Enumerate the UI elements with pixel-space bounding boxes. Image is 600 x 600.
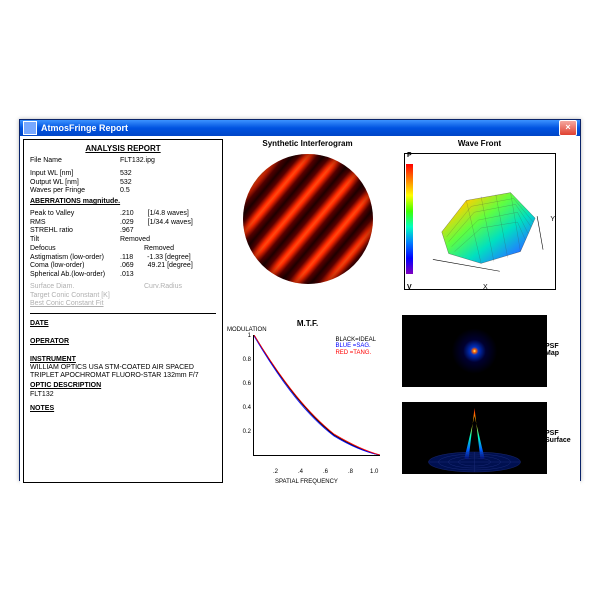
mtf-ytick: 0.6 — [239, 381, 251, 387]
coma-val: .069 — [120, 262, 134, 271]
date-header: DATE — [30, 320, 216, 329]
title-bar[interactable]: AtmosFringe Report × — [20, 120, 580, 136]
tilt-val: Removed — [120, 236, 150, 245]
mtf-xlabel: SPATIAL FREQUENCY — [275, 479, 338, 485]
best-fit: Best Conic Constant Fit — [30, 300, 216, 309]
output-wl: 532 — [120, 179, 132, 188]
pv-val: .210 — [120, 210, 134, 219]
wavefront-colorbar — [406, 164, 413, 274]
legend-red: RED =TANG. — [335, 350, 376, 356]
wf-P-label: P — [407, 152, 412, 159]
surf-diam: Surface Diam. — [30, 283, 120, 292]
wf-Y-label: Y — [550, 216, 555, 223]
rms-val: .029 — [120, 219, 134, 228]
wavefront-box: P V X Y — [404, 153, 556, 290]
wpf-label: Waves per Fringe — [30, 187, 120, 196]
psf-map-image — [402, 315, 547, 387]
window-title: AtmosFringe Report — [41, 123, 128, 133]
psf-surface-image — [402, 402, 547, 474]
mtf-xtick: 1.0 — [370, 469, 378, 475]
notes-header: NOTES — [30, 405, 216, 414]
close-icon[interactable]: × — [559, 120, 577, 136]
report-title: ANALYSIS REPORT — [30, 144, 216, 154]
psf-column: PSF Map — [392, 313, 567, 483]
mtf-ytick: 0.2 — [239, 429, 251, 435]
instrument-val: WILLIAM OPTICS USA STM-COATED AIR SPACED… — [30, 364, 216, 380]
input-wl-label: Input WL [nm] — [30, 170, 120, 179]
mtf-xtick: .6 — [323, 469, 328, 475]
psf-surface-label: PSF Surface — [545, 430, 567, 445]
mtf-xtick: .2 — [273, 469, 278, 475]
legend-blue: BLUE =SAG. — [335, 343, 376, 349]
interferogram-image — [243, 154, 373, 284]
wpf: 0.5 — [120, 187, 130, 196]
defocus-val: Removed — [144, 245, 174, 254]
coma-note: 49.21 [degree] — [148, 262, 193, 271]
coma-label: Coma (low-order) — [30, 262, 120, 271]
spher-val: .013 — [120, 271, 134, 280]
file-name: FLT132.ipg — [120, 157, 155, 166]
strehl-val: .967 — [120, 227, 134, 236]
wavefront-panel: Wave Front P V X Y — [392, 139, 567, 311]
aberr-header: ABERRATIONS magnitude. — [30, 198, 216, 207]
file-name-label: File Name — [30, 157, 120, 166]
mtf-ytick: 0.8 — [239, 357, 251, 363]
instrument-header: INSTRUMENT — [30, 356, 216, 365]
wf-X-label: X — [483, 284, 488, 291]
optic-desc-header: OPTIC DESCRIPTION — [30, 382, 216, 391]
wavefront-title: Wave Front — [392, 139, 567, 148]
pv-label: Peak to Valley — [30, 210, 120, 219]
curv-radius: Curv.Radius — [144, 283, 182, 292]
interferogram-panel: Synthetic Interferogram — [225, 139, 390, 311]
spher-label: Spherical Ab.(low-order) — [30, 271, 120, 280]
pv-note: [1/4.8 waves] — [148, 210, 189, 219]
output-wl-label: Output WL [nm] — [30, 179, 120, 188]
mtf-xtick: .4 — [298, 469, 303, 475]
optic-desc-val: FLT132 — [30, 391, 216, 400]
defocus-label: Defocus — [30, 245, 120, 254]
tilt-label: Tilt — [30, 236, 120, 245]
strehl-label: STREHL ratio — [30, 227, 120, 236]
content-area: ANALYSIS REPORT File NameFLT132.ipg Inpu… — [20, 136, 580, 486]
app-icon — [23, 121, 37, 135]
rms-note: [1/34.4 waves] — [148, 219, 193, 228]
mtf-xtick: .8 — [348, 469, 353, 475]
wf-V-label: V — [407, 284, 412, 291]
astig-note: -1.33 [degree] — [147, 254, 191, 263]
rms-label: RMS — [30, 219, 120, 228]
mtf-legend: BLACK=IDEAL BLUE =SAG. RED =TANG. — [335, 337, 376, 356]
app-window: AtmosFringe Report × ANALYSIS REPORT Fil… — [19, 119, 581, 481]
psf-map-label: PSF Map — [545, 343, 567, 358]
mtf-ytick: 1 — [239, 333, 251, 339]
input-wl: 532 — [120, 170, 132, 179]
wavefront-surface — [427, 182, 545, 272]
psf-surface-panel: PSF Surface — [402, 402, 547, 483]
mtf-ytick: 0.4 — [239, 405, 251, 411]
astig-label: Astigmatism (low-order) — [30, 254, 120, 263]
psf-map-panel: PSF Map — [402, 315, 547, 396]
astig-val: .118 — [120, 254, 133, 263]
operator-header: OPERATOR — [30, 338, 216, 347]
mtf-panel: M.T.F. MODULATION 1 0.8 0.6 0.4 0.2 — [225, 313, 390, 483]
report-panel: ANALYSIS REPORT File NameFLT132.ipg Inpu… — [23, 139, 223, 483]
interferogram-title: Synthetic Interferogram — [225, 139, 390, 148]
target-k: Target Conic Constant [K] — [30, 292, 216, 301]
